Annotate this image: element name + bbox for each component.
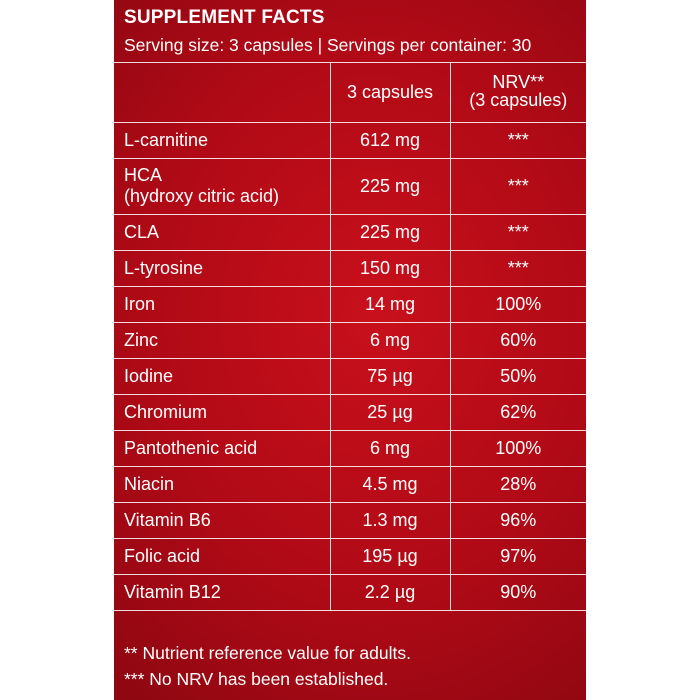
- nutrient-amount: 150 mg: [329, 249, 451, 287]
- nutrient-amount: 225 mg: [329, 157, 451, 215]
- nutrient-nrv: ***: [449, 213, 586, 251]
- table-row: Iron 14 mg 100%: [114, 285, 586, 323]
- nutrient-name: Vitamin B6: [114, 501, 331, 539]
- table-row: L-tyrosine 150 mg ***: [114, 249, 586, 287]
- table-row: Vitamin B6 1.3 mg 96%: [114, 501, 586, 539]
- table-header-row: 3 capsules NRV** (3 capsules): [114, 63, 586, 123]
- nutrient-amount: 612 mg: [329, 121, 451, 159]
- header-amount: 3 capsules: [329, 63, 451, 123]
- nutrient-name: Folic acid: [114, 537, 331, 575]
- nutrient-amount: 225 mg: [329, 213, 451, 251]
- nutrient-nrv: 96%: [449, 501, 586, 539]
- facts-table: 3 capsules NRV** (3 capsules) L-carnitin…: [114, 63, 586, 611]
- nutrient-nrv: ***: [449, 249, 586, 287]
- nutrient-amount: 6 mg: [329, 321, 451, 359]
- nutrient-name: CLA: [114, 213, 331, 251]
- nutrient-nrv: 50%: [449, 357, 586, 395]
- table-row: L-carnitine 612 mg ***: [114, 121, 586, 159]
- nutrient-amount: 1.3 mg: [329, 501, 451, 539]
- nutrient-name: Iodine: [114, 357, 331, 395]
- nutrient-nrv: 28%: [449, 465, 586, 503]
- nutrient-nrv: ***: [449, 157, 586, 215]
- table-row: Folic acid 195 µg 97%: [114, 537, 586, 575]
- table-row: Pantothenic acid 6 mg 100%: [114, 429, 586, 467]
- supplement-facts-panel: SUPPLEMENT FACTS Serving size: 3 capsule…: [114, 0, 586, 700]
- nutrient-nrv: ***: [449, 121, 586, 159]
- nutrient-name: L-carnitine: [114, 121, 331, 159]
- footnotes: ** Nutrient reference value for adults. …: [124, 640, 411, 692]
- nutrient-nrv: 100%: [449, 429, 586, 467]
- table-row: CLA 225 mg ***: [114, 213, 586, 251]
- table-row: Chromium 25 µg 62%: [114, 393, 586, 431]
- table-row: Vitamin B12 2.2 µg 90%: [114, 573, 586, 611]
- nutrient-name-line2: (hydroxy citric acid): [124, 186, 280, 206]
- nutrient-name: Niacin: [114, 465, 331, 503]
- header-nrv-line2: (3 capsules): [469, 90, 568, 111]
- nutrient-nrv: 97%: [449, 537, 586, 575]
- table-row: Zinc 6 mg 60%: [114, 321, 586, 359]
- footnote-no-nrv: *** No NRV has been established.: [124, 669, 389, 689]
- nutrient-name: HCA (hydroxy citric acid): [114, 157, 331, 215]
- serving-info: Serving size: 3 capsules | Servings per …: [124, 35, 532, 55]
- header-nrv: NRV** (3 capsules): [449, 63, 586, 123]
- footnote-nrv: ** Nutrient reference value for adults.: [124, 643, 411, 663]
- nutrient-amount: 195 µg: [329, 537, 451, 575]
- facts-header: SUPPLEMENT FACTS Serving size: 3 capsule…: [114, 0, 586, 63]
- nutrient-amount: 6 mg: [329, 429, 451, 467]
- nutrient-name: Zinc: [114, 321, 331, 359]
- nutrient-amount: 2.2 µg: [329, 573, 451, 611]
- nutrient-amount: 75 µg: [329, 357, 451, 395]
- table-row: Iodine 75 µg 50%: [114, 357, 586, 395]
- nutrient-nrv: 100%: [449, 285, 586, 323]
- nutrient-name: Vitamin B12: [114, 573, 331, 611]
- header-nrv-line1: NRV**: [492, 72, 545, 93]
- nutrient-name: Iron: [114, 285, 331, 323]
- header-nutrient: [114, 63, 331, 123]
- nutrient-name: Chromium: [114, 393, 331, 431]
- nutrient-nrv: 62%: [449, 393, 586, 431]
- nutrient-amount: 25 µg: [329, 393, 451, 431]
- table-row: HCA (hydroxy citric acid) 225 mg ***: [114, 157, 586, 215]
- nutrient-amount: 4.5 mg: [329, 465, 451, 503]
- nutrient-name: L-tyrosine: [114, 249, 331, 287]
- table-row: Niacin 4.5 mg 28%: [114, 465, 586, 503]
- nutrient-name-line1: HCA: [124, 165, 163, 185]
- facts-title: SUPPLEMENT FACTS: [124, 7, 325, 28]
- nutrient-nrv: 60%: [449, 321, 586, 359]
- nutrient-amount: 14 mg: [329, 285, 451, 323]
- nutrient-name: Pantothenic acid: [114, 429, 331, 467]
- nutrient-nrv: 90%: [449, 573, 586, 611]
